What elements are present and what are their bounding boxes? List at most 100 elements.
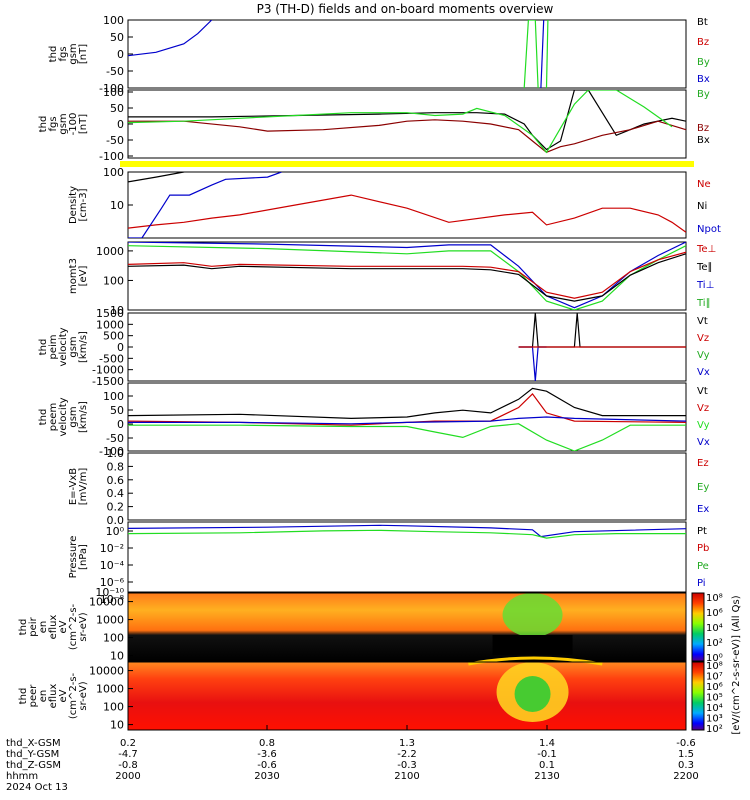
legend-entry: Ey (697, 482, 709, 493)
legend-entry: Te⊥ (696, 244, 716, 255)
y-axis-label: [eV] (78, 266, 89, 287)
legend-entry: Pi (697, 578, 706, 589)
y-tick-label: 100 (103, 701, 124, 714)
y-axis-label: thd (48, 46, 59, 63)
y-axis-label: thd (38, 409, 49, 426)
y-axis-label: (cm^2-s- (68, 603, 79, 650)
y-axis-label: eflux (48, 684, 59, 709)
series-by (523, 20, 539, 88)
y-axis-label: thd (38, 339, 49, 356)
y-tick-label: 50 (110, 31, 124, 44)
colorbar-tick-label: 10⁸ (706, 593, 723, 604)
y-axis-label: [km/s] (78, 401, 89, 433)
series-vx (518, 346, 547, 381)
y-axis-label: en (38, 621, 49, 634)
y-tick-label: 1000 (96, 614, 124, 627)
y-tick-label: 100 (103, 86, 124, 99)
series-vt (128, 387, 686, 420)
series-bz (128, 119, 686, 153)
colorbar-tick-label: 10⁶ (706, 682, 723, 693)
y-axis-label: [mV/m] (78, 468, 89, 506)
y-axis-label: en (38, 690, 49, 703)
y-tick-label: 1000 (96, 683, 124, 696)
y-axis-label: eflux (48, 615, 59, 640)
legend-entry: Vz (697, 333, 709, 344)
colorbar-tick-label: 10⁰ (706, 653, 723, 664)
y-axis-label: [nT] (78, 44, 89, 64)
y-tick-label: 10000 (89, 596, 124, 609)
x-tick-label: -3.6 (257, 749, 277, 760)
y-tick-label: 0 (117, 341, 124, 354)
panel-frame (127, 452, 687, 521)
panel-mom: 1000 100 10 momt3 [eV] Te⊥ Te∥ Ti⊥ Ti∥ (68, 241, 716, 317)
y-tick-label: 1000 (96, 318, 124, 331)
colorbar-tick-label: 10⁵ (706, 693, 723, 704)
y-tick-label: 100 (103, 274, 124, 287)
panel-peir: 10000 1000 100 10 thd peir en eflux eV (cm^2-s-sr… (18, 592, 687, 663)
y-axis-label: peer (28, 684, 39, 708)
y-axis-label: (cm^2-s- (68, 672, 79, 719)
panel-efield: 1.00.80.60.40.20.0 E=-VxB [mV/m] Ez Ey Ex (68, 447, 709, 527)
legend-entry: Vz (697, 403, 709, 414)
y-tick-label: 1.0 (107, 447, 125, 460)
colorbar-tick-label: 10⁷ (706, 672, 723, 683)
y-axis-label: fgs (48, 116, 59, 131)
legend-entry: Ex (697, 504, 709, 515)
panel-frame (127, 592, 687, 662)
y-axis-label: [cm-3] (78, 188, 89, 221)
legend-entry: Pb (697, 543, 709, 554)
y-axis-label: [km/s] (78, 331, 89, 363)
y-axis-label: peir (28, 616, 39, 636)
y-tick-label: 10⁻⁸ (100, 593, 125, 606)
colorbar-upper (691, 592, 705, 662)
legend-entry: Ti⊥ (696, 280, 714, 291)
y-tick-label: 0 (117, 418, 124, 431)
legend-entry: Bt (697, 17, 708, 28)
legend-entry: Bx (697, 135, 710, 146)
y-tick-label: -1500 (92, 375, 124, 388)
x-tick-label: -0.1 (537, 749, 557, 760)
series-ni (128, 172, 187, 183)
x-tick-label: 2130 (534, 771, 559, 782)
y-axis-label: -100 (68, 113, 79, 136)
series-pt (128, 524, 686, 538)
x-tick-label: -4.7 (118, 749, 138, 760)
y-tick-label: 10⁰ (106, 525, 125, 538)
x-tick-label: 2000 (115, 771, 140, 782)
y-tick-label: 0.6 (107, 474, 125, 487)
panel-frame (127, 19, 687, 89)
y-tick-label: -50 (106, 65, 124, 78)
legend-entry: Pt (697, 526, 707, 537)
legend-entry: Vt (697, 386, 708, 397)
y-axis-label: peim (48, 334, 59, 359)
y-tick-label: -100 (99, 150, 124, 163)
y-tick-label: -50 (106, 432, 124, 445)
heatmap-core (514, 676, 551, 712)
y-axis-label: sr-eV) (78, 612, 89, 641)
y-tick-label: 100 (103, 166, 124, 179)
legend-entry: Vx (697, 437, 710, 448)
series-by (128, 90, 673, 154)
y-tick-label: 500 (103, 330, 124, 343)
legend-entry: Bx (697, 74, 710, 85)
x-tick-label: -0.3 (397, 760, 417, 771)
x-tick-label: 2030 (254, 771, 279, 782)
series-pe (128, 529, 686, 539)
y-tick-label: 50 (110, 102, 124, 115)
x-tick-label: 0.1 (539, 760, 555, 771)
y-axis-label: gsm (68, 336, 79, 357)
y-tick-label: 100 (103, 14, 124, 27)
y-tick-label: 0 (117, 48, 124, 61)
y-tick-label: -1000 (92, 364, 124, 377)
series-npot (128, 172, 282, 238)
y-tick-label: 100 (103, 632, 124, 645)
series-ti- (128, 242, 686, 309)
heatmap-feature (502, 593, 563, 637)
x-axis-row-label: thd_X-GSM (6, 738, 61, 749)
legend-entry: Pe (697, 561, 709, 572)
colorbar-lower (691, 661, 705, 731)
